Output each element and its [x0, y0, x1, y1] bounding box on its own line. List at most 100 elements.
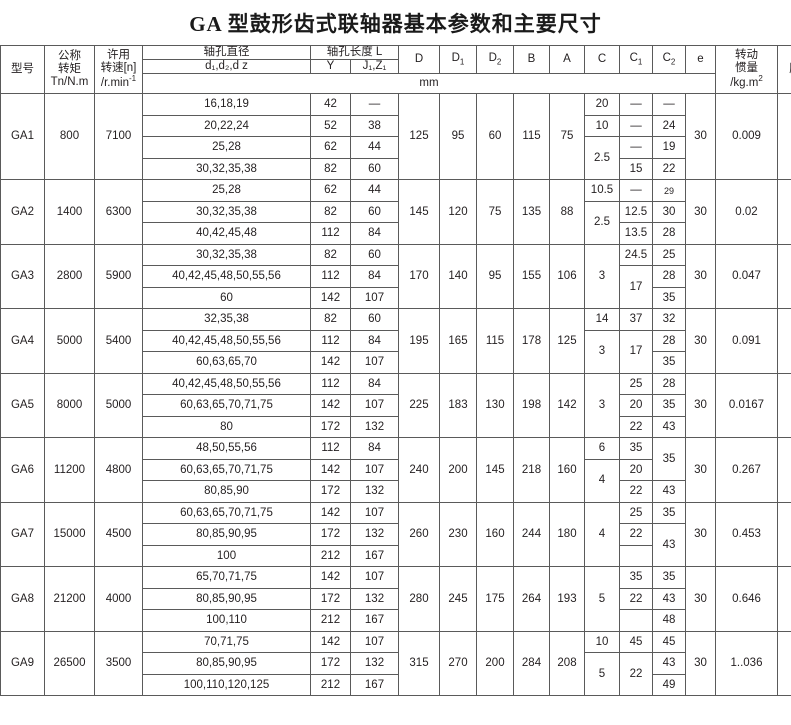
cell-B: 155	[513, 243, 550, 310]
cell-bore-length-jz: 60	[350, 243, 399, 267]
cell-B: 218	[513, 437, 550, 503]
cell-bore-length-jz: 84	[350, 222, 399, 245]
cell-bore-length-y: 82	[310, 157, 351, 181]
header-A: A	[549, 44, 585, 75]
cell-C2: 35	[652, 286, 686, 310]
cell-bore-length-y: 212	[310, 673, 351, 697]
cell-bore-length-jz: —	[350, 93, 399, 116]
header-torque-line2: 转矩	[58, 63, 81, 76]
cell-C1: 17	[619, 329, 653, 374]
cell-torque: 26500	[44, 630, 95, 697]
cell-bore-length-jz: 107	[350, 501, 399, 525]
table-row: 100 212 167	[1, 544, 791, 568]
cell-C1: 25	[619, 372, 653, 396]
cell-inertia: 0.009	[715, 93, 778, 181]
table-row: 100,110,120,125 212 167 49	[1, 673, 791, 697]
cell-C2: 35	[652, 566, 686, 589]
cell-C2: 28	[652, 222, 686, 245]
cell-B: 178	[513, 308, 550, 374]
cell-e: 30	[685, 566, 716, 632]
table-row: 60,63,65,70,71,75 142 107 20 35	[1, 394, 791, 417]
cell-e: 30	[685, 179, 716, 245]
cell-A: 125	[549, 308, 585, 374]
cell-C2: 45	[652, 630, 686, 654]
cell-bore-diameter: 40,42,45,48,50,55,56	[142, 265, 311, 288]
cell-C1: 22	[619, 587, 653, 611]
cell-C: 2.5	[584, 136, 620, 181]
cell-torque: 11200	[44, 437, 95, 503]
cell-torque: 21200	[44, 566, 95, 632]
cell-C2: 28	[652, 265, 686, 288]
table-row: 25,28 62 44 2.5—19	[1, 136, 791, 181]
cell-bore-length-jz: 167	[350, 609, 399, 632]
cell-bore-length-y: 82	[310, 200, 351, 224]
cell-bore-length-y: 172	[310, 415, 351, 439]
cell-D2: 95	[476, 243, 514, 310]
table-header: 型号 公称 转矩 Tn/N.m 许用 转速[n] /r.min-1 轴孔直径 轴…	[0, 44, 791, 95]
cell-bore-diameter: 25,28	[142, 136, 311, 159]
header-bore-diameter-symbols: d₁,d₂,d z	[142, 59, 311, 75]
cell-bore-length-jz: 107	[350, 630, 399, 654]
cell-D1: 140	[439, 243, 477, 310]
cell-D: 280	[398, 566, 440, 632]
cell-D2: 145	[476, 437, 514, 503]
cell-inertia: 0.646	[715, 566, 778, 632]
cell-bore-length-jz: 132	[350, 415, 399, 439]
cell-bore-length-y: 82	[310, 308, 351, 331]
cell-bore-length-y: 142	[310, 394, 351, 417]
cell-C1: —	[619, 136, 653, 159]
cell-bore-length-y: 112	[310, 329, 351, 353]
cell-C: 14	[584, 308, 620, 331]
cell-e: 30	[685, 501, 716, 568]
cell-C2: 19	[652, 136, 686, 159]
cell-bore-length-y: 112	[310, 222, 351, 245]
cell-D: 315	[398, 630, 440, 697]
table-row: GA9 26500 3500 70,71,75 142 107 315 270 200 284 20…	[0, 630, 791, 697]
cell-bore-diameter: 100,110	[142, 609, 311, 632]
cell-C1: 17	[619, 265, 653, 310]
cell-torque: 8000	[44, 372, 95, 439]
cell-C: 6	[584, 437, 620, 460]
cell-C: 10.5	[584, 179, 620, 202]
cell-C2: —	[652, 93, 686, 116]
cell-D: 145	[398, 179, 440, 245]
cell-C2: 35	[652, 351, 686, 374]
cell-C2: 43	[652, 652, 686, 675]
table-row: GA1 800 7100 16,18,19 42—125 95 60 115 75 20— —30 0…	[0, 93, 791, 181]
cell-D: 240	[398, 437, 440, 503]
cell-bore-length-y: 62	[310, 179, 351, 202]
cell-C2: 43	[652, 523, 686, 568]
cell-bore-diameter: 40,42,45,48,50,55,56	[142, 329, 311, 353]
header-torque-line1: 公称	[58, 50, 81, 63]
cell-D1: 183	[439, 372, 477, 439]
cell-D1: 270	[439, 630, 477, 697]
cell-bore-length-jz: 38	[350, 114, 399, 138]
cell-C1: —	[619, 93, 653, 116]
cell-bore-length-y: 142	[310, 351, 351, 374]
cell-C2: 29	[652, 179, 686, 202]
cell-bore-diameter: 30,32,35,38	[142, 243, 311, 267]
header-speed-line3: /r.min	[100, 77, 129, 90]
cell-D: 170	[398, 243, 440, 310]
cell-torque: 5000	[44, 308, 95, 374]
cell-bore-diameter: 25,28	[142, 179, 311, 202]
table-row: 60,63,65,70,71,75 142 107 4 20	[1, 458, 791, 503]
cell-C1	[619, 544, 653, 568]
cell-grease: 660	[777, 566, 791, 632]
cell-C1: 45	[619, 630, 653, 654]
cell-B: 135	[513, 179, 550, 245]
cell-A: 160	[549, 437, 585, 503]
cell-C: 3	[584, 372, 620, 439]
cell-bore-diameter: 16,18,19	[142, 93, 311, 116]
cell-D1: 120	[439, 179, 477, 245]
cell-bore-length-y: 172	[310, 587, 351, 611]
cell-D1: 95	[439, 93, 477, 181]
cell-C1: 24.5	[619, 243, 653, 267]
cell-C1: 15	[619, 157, 653, 181]
cell-bore-length-y: 212	[310, 609, 351, 632]
cell-C: 5	[584, 566, 620, 632]
cell-C2: 35	[652, 437, 686, 482]
cell-bore-length-jz: 84	[350, 437, 399, 460]
cell-bore-length-y: 112	[310, 265, 351, 288]
